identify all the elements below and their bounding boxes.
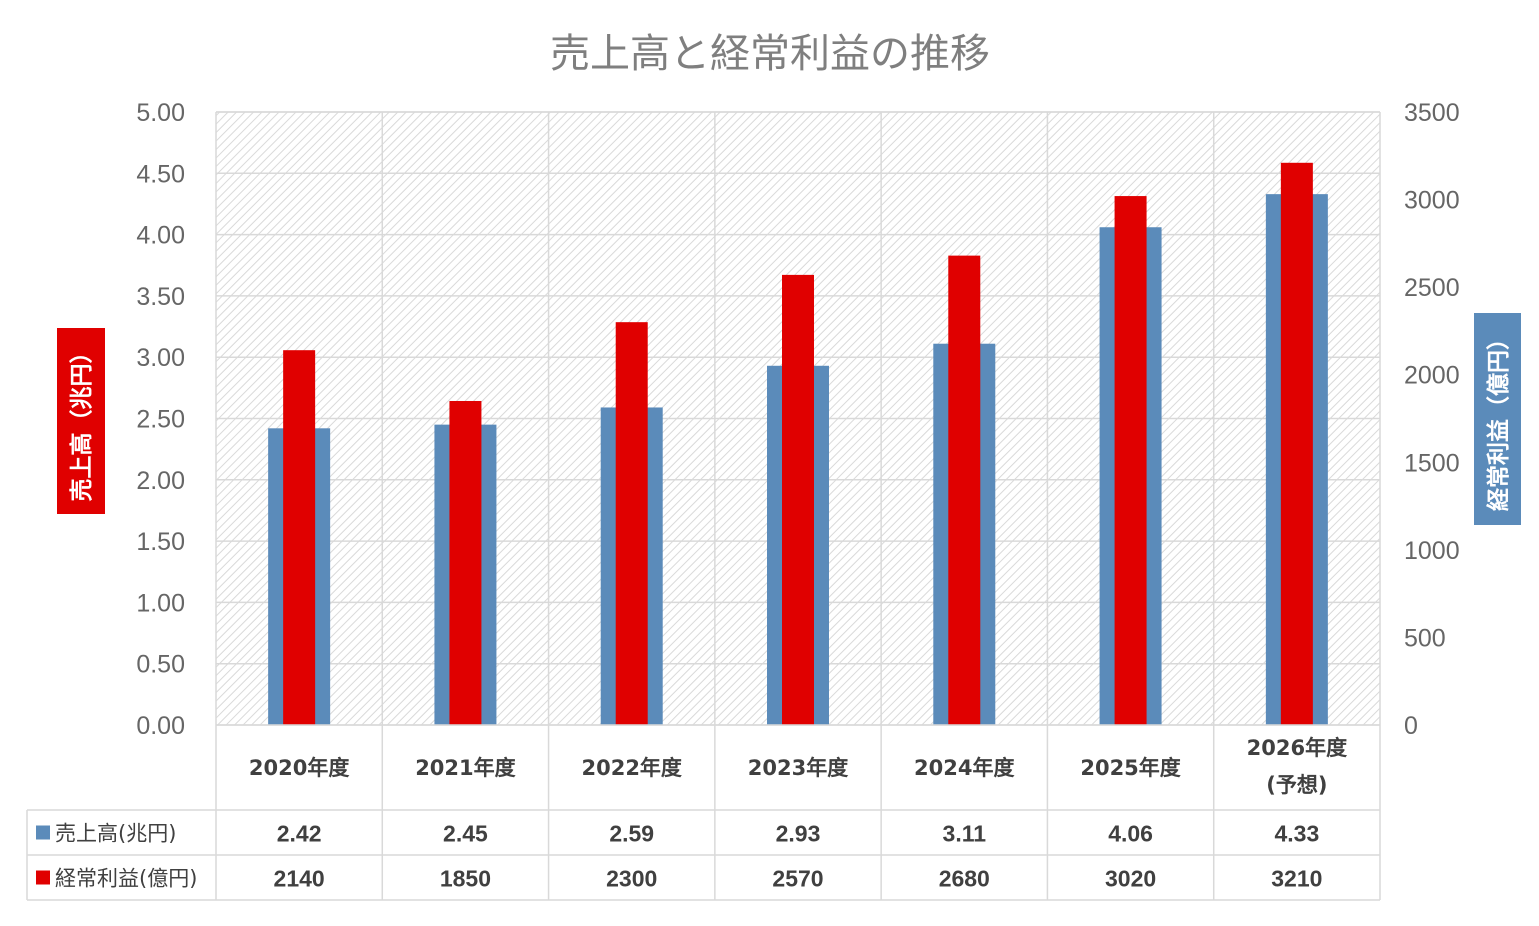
- y-right-tick: 500: [1404, 624, 1446, 652]
- y-left-title: 売上高（兆円）: [68, 341, 95, 502]
- y-left-tick: 4.50: [136, 160, 185, 188]
- y-right-tick: 2000: [1404, 362, 1460, 390]
- y-left-tick: 1.50: [136, 528, 185, 556]
- y-right-tick: 2500: [1404, 274, 1460, 302]
- legend-label: 経常利益(億円): [55, 867, 197, 891]
- data-label: 2300: [606, 866, 657, 892]
- y-right-tick: 3000: [1404, 187, 1460, 215]
- data-label: 4.33: [1274, 821, 1319, 847]
- bar-profit: [283, 350, 316, 725]
- axis-titles: 売上高（兆円） 経常利益（億円）: [57, 313, 1521, 525]
- category-label: 2025年度: [1080, 756, 1180, 780]
- category-label: 2024年度: [914, 756, 1014, 780]
- category-label: 2022年度: [581, 756, 681, 780]
- bar-profit: [782, 274, 814, 725]
- data-label: 2.45: [443, 821, 488, 847]
- category-label: 2026年度: [1247, 736, 1347, 760]
- plot-area: 0.00 0.50 1.00 1.50 2.00 2.50 3.00 3.50 4.00 4.50…: [136, 99, 1459, 740]
- data-label: 1850: [440, 866, 491, 892]
- y-left-tick: 3.50: [136, 283, 185, 311]
- y-left-title-box: [57, 328, 105, 514]
- data-label: 2.59: [609, 821, 654, 847]
- data-label: 2570: [772, 866, 823, 892]
- legend-key: [36, 825, 50, 840]
- category-label: (予想): [1266, 773, 1327, 797]
- y-left-tick: 0.50: [136, 651, 185, 679]
- y-left-tick: 3.00: [136, 344, 185, 372]
- data-label: 3210: [1271, 866, 1322, 892]
- y-left-tick: 0.00: [136, 712, 185, 740]
- y-left-tick: 4.00: [136, 222, 185, 250]
- y-left-tick: 5.00: [136, 99, 185, 127]
- data-label: 3.11: [943, 821, 987, 847]
- bar-profit: [1114, 196, 1147, 725]
- data-label: 4.06: [1108, 821, 1153, 847]
- bar-profit: [1280, 162, 1313, 725]
- y-right-title-box: [1474, 313, 1521, 525]
- y-right-tick: 3500: [1404, 99, 1460, 127]
- data-label: 2680: [939, 866, 990, 892]
- y-left-tick: 1.00: [136, 589, 185, 617]
- bar-profit: [615, 322, 648, 725]
- category-label: 2020年度: [249, 756, 349, 780]
- data-label: 2.42: [277, 821, 322, 847]
- chart-title: 売上高と経常利益の推移: [550, 31, 990, 77]
- y-right-tick: 1500: [1404, 449, 1460, 477]
- bar-profit: [948, 255, 981, 726]
- y-left-tick: 2.00: [136, 467, 185, 495]
- legend-key: [36, 870, 50, 885]
- bar-profit: [449, 400, 482, 725]
- legend-label: 売上高(兆円): [55, 822, 176, 846]
- data-label: 3020: [1105, 866, 1156, 892]
- y-right-tick: 0: [1404, 712, 1418, 740]
- category-label: 2023年度: [748, 756, 848, 780]
- data-table: 2020年度 2021年度 2022年度 2023年度 2024年度 2025年度 2026…: [26, 111, 1381, 901]
- y-right-title: 経常利益（億円）: [1485, 327, 1512, 511]
- category-label: 2021年度: [415, 756, 515, 780]
- data-label: 2.93: [776, 821, 821, 847]
- data-label: 2140: [274, 866, 325, 892]
- y-right-tick: 1000: [1404, 537, 1460, 565]
- y-left-tick: 2.50: [136, 406, 185, 434]
